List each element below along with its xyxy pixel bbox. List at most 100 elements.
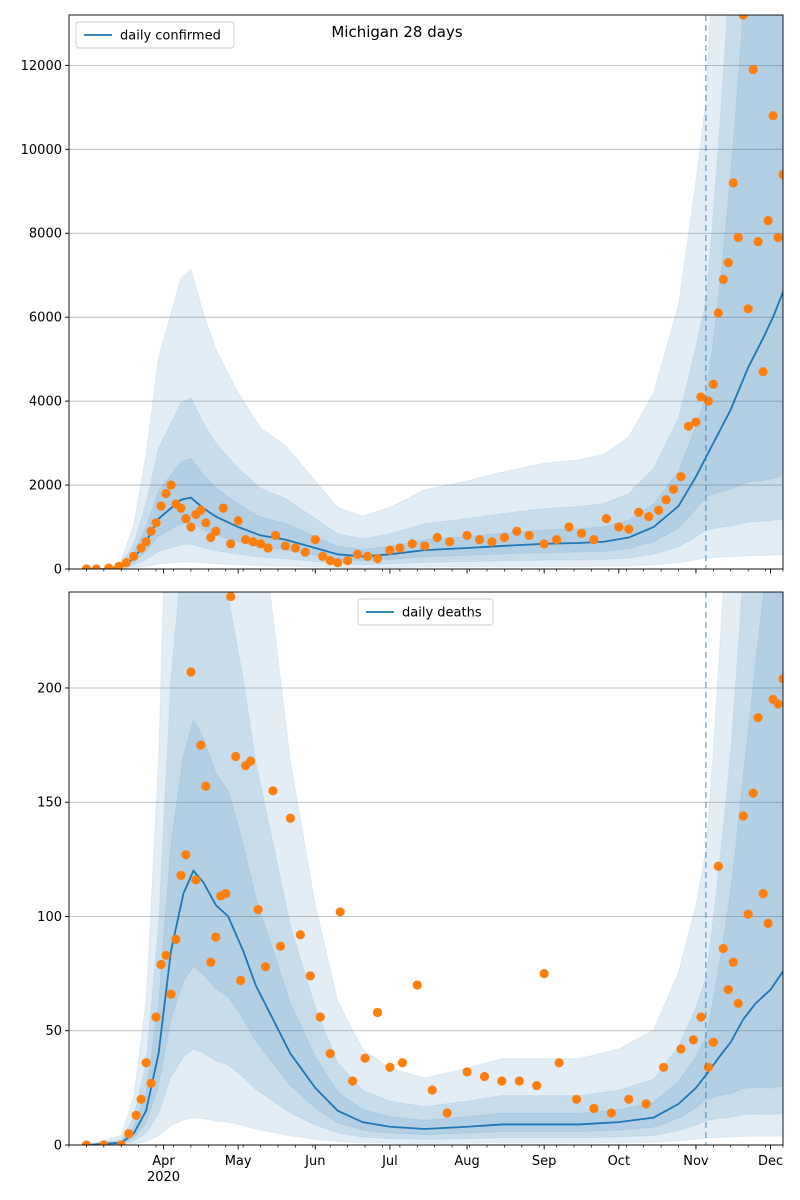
observed-point [300, 547, 310, 557]
observed-point [196, 505, 206, 515]
observed-point [753, 713, 763, 723]
observed-point [564, 522, 574, 532]
observed-point [166, 989, 176, 999]
observed-point [462, 1067, 472, 1077]
observed-point [325, 556, 335, 566]
observed-point [233, 516, 243, 526]
observed-point [263, 543, 273, 553]
observed-point [713, 308, 723, 318]
observed-point [763, 918, 773, 928]
legend-label: daily deaths [402, 606, 482, 621]
observed-point [81, 564, 92, 569]
observed-point [161, 950, 171, 960]
observed-point [253, 905, 263, 915]
x-tick-label: Sep [532, 1154, 557, 1169]
x-tick-label: Jul [381, 1154, 398, 1169]
observed-point [99, 1140, 109, 1145]
legend-box [357, 598, 494, 626]
observed-point [191, 875, 201, 885]
observed-point [571, 1094, 582, 1104]
observed-point [201, 518, 211, 528]
observed-point [348, 1076, 358, 1086]
observed-point [713, 861, 723, 871]
observed-point [427, 1085, 437, 1095]
x-tick-label: Oct [608, 1154, 630, 1169]
observed-point [166, 480, 176, 490]
observed-point [315, 1012, 325, 1022]
observed-point [708, 379, 718, 389]
observed-point [305, 971, 315, 981]
observed-point [753, 237, 763, 247]
observed-point [268, 786, 278, 796]
observed-point [728, 957, 738, 967]
observed-point [397, 1058, 407, 1068]
observed-point [255, 539, 266, 549]
observed-point [723, 258, 733, 268]
observed-point [487, 537, 497, 547]
x-tick-label: Apr [152, 1154, 175, 1169]
x-tick-sublabel: 2020 [147, 1170, 180, 1185]
observed-point [372, 553, 383, 564]
panel-confirmed: 0 2000 4000 6000 8000 10000 12000 daily confirm… [21, 14, 784, 578]
observed-point [658, 1062, 669, 1072]
observed-point [176, 503, 186, 513]
observed-point [156, 501, 166, 511]
plot-area [69, 15, 783, 569]
observed-point [206, 957, 216, 967]
observed-point [395, 543, 405, 553]
observed-point [728, 178, 738, 188]
observed-point [151, 1012, 161, 1022]
observed-point [708, 1037, 718, 1047]
observed-point [362, 551, 373, 562]
observed-point [624, 524, 634, 534]
observed-point [768, 111, 778, 121]
chart-title: Michigan 28 days [331, 23, 462, 41]
observed-point [171, 934, 181, 944]
y-tick-label: 50 [45, 1024, 62, 1039]
axes-frame [68, 591, 784, 1146]
observed-point [688, 1035, 699, 1045]
observed-point [226, 539, 236, 549]
observed-point [176, 870, 186, 880]
uncertainty-band-2 [69, 15, 783, 569]
observed-point [676, 472, 686, 482]
observed-point [129, 551, 139, 562]
observed-point [218, 503, 228, 513]
observed-point [624, 1094, 634, 1104]
observed-point [201, 781, 211, 791]
plot-area [69, 592, 783, 1145]
observed-point [718, 943, 728, 954]
observed-point [733, 998, 743, 1008]
x-tick-label: Nov [683, 1154, 709, 1169]
observed-point [372, 1007, 383, 1018]
observed-point [181, 850, 191, 860]
observed-point [81, 1140, 92, 1145]
observed-point [146, 526, 156, 536]
observed-point [211, 932, 221, 942]
y-tick-label: 200 [37, 681, 62, 696]
uncertainty-band-3 [69, 592, 783, 1145]
observed-point [248, 537, 258, 547]
observed-point [136, 543, 146, 553]
observed-point [539, 969, 549, 979]
observed-point [758, 367, 768, 377]
observed-point [474, 535, 485, 545]
observed-point [703, 1062, 713, 1072]
observed-point [661, 495, 671, 505]
y-tick-label: 150 [37, 796, 62, 811]
observed-point [236, 975, 246, 986]
observed-point [691, 417, 701, 427]
x-tick-label: Aug [454, 1154, 479, 1169]
observed-point [641, 1099, 651, 1109]
observed-point [634, 507, 644, 517]
observed-point [146, 1078, 156, 1088]
observed-point [554, 1058, 564, 1068]
observed-point [196, 740, 206, 750]
observed-point [763, 216, 773, 226]
observed-point [512, 526, 522, 536]
y-tick-label: 0 [54, 1139, 62, 1154]
legend-label: daily confirmed [120, 29, 221, 44]
observed-point [524, 530, 534, 541]
observed-point [270, 530, 281, 541]
observed-point [231, 751, 241, 762]
